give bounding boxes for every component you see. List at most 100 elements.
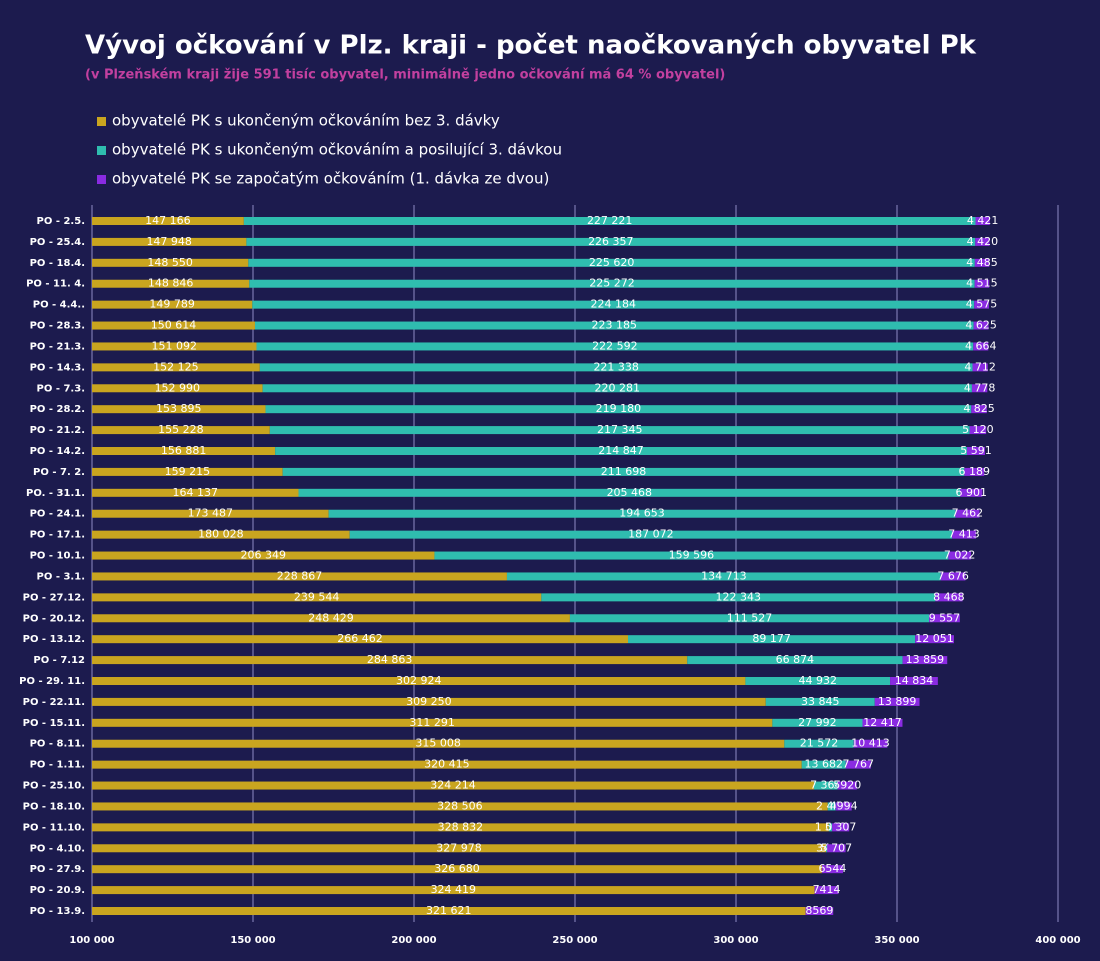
value-label: 12 417	[863, 716, 902, 729]
bar-segment	[827, 802, 836, 811]
value-label: 4 575	[966, 298, 998, 311]
bar-segment	[92, 551, 435, 560]
value-label: 10 413	[851, 737, 890, 750]
bar-segment	[845, 760, 871, 769]
bar-segment	[92, 677, 746, 685]
value-label: 320 415	[424, 758, 470, 771]
value-label: 326 680	[434, 862, 480, 875]
value-label: 6 189	[959, 465, 991, 478]
value-label: 311 291	[409, 716, 455, 729]
value-label: 122 343	[716, 590, 762, 603]
bar-segment	[349, 530, 953, 539]
bar-segment	[940, 572, 966, 581]
value-label: 111 527	[727, 611, 773, 624]
bar-segment	[92, 342, 257, 351]
value-label: 248 429	[308, 611, 354, 624]
y-tick-label: PO - 27.9.	[30, 864, 85, 875]
value-label: 328 832	[438, 820, 484, 833]
value-label: 153 895	[156, 402, 202, 415]
bar-segment	[92, 258, 249, 267]
bar-segment	[969, 426, 987, 435]
bar-segment	[252, 300, 975, 309]
value-label: 315 008	[415, 737, 461, 750]
y-tick-label: PO - 25.10.	[23, 781, 85, 792]
bar-segment	[92, 781, 814, 790]
value-label: 148 550	[147, 256, 193, 269]
bar-segment	[328, 509, 956, 518]
y-tick-label: PO - 24.1.	[30, 509, 85, 520]
y-tick-label: PO - 28.2.	[30, 404, 85, 415]
value-label: 4 712	[964, 360, 996, 373]
value-label: 4 421	[967, 214, 999, 227]
legend-swatch	[97, 146, 106, 155]
value-label: 151 092	[152, 339, 198, 352]
value-label: 302 924	[396, 674, 442, 687]
y-tick-label: PO - 28.3.	[30, 321, 85, 332]
value-label: 226 357	[588, 235, 634, 248]
value-label: 222 592	[592, 339, 638, 352]
y-tick-label: PO - 21.3.	[30, 341, 85, 352]
bar-segment	[246, 237, 976, 246]
value-label: 324 214	[430, 779, 476, 792]
bar-segment	[92, 509, 329, 518]
value-label: 223 185	[592, 319, 638, 332]
bar-segment	[964, 467, 985, 476]
y-tick-label: PO - 4.4..	[33, 300, 85, 311]
bar-segment	[92, 907, 806, 915]
bar-segment	[835, 802, 852, 811]
value-label: 205 468	[607, 486, 653, 499]
bar-segment	[948, 551, 971, 560]
y-tick-label: PO - 2.5.	[37, 216, 85, 227]
value-label: 328 506	[437, 799, 483, 812]
value-label: 147 948	[146, 235, 192, 248]
value-label: 7 364	[810, 779, 842, 792]
value-label: 220 281	[595, 381, 641, 394]
bar-segment	[805, 907, 834, 915]
legend-swatch	[97, 117, 106, 126]
bar-segment	[971, 405, 987, 414]
bar-segment	[974, 300, 989, 309]
y-tick-label: PO - 11. 4.	[26, 279, 85, 290]
bar-segment	[966, 447, 985, 455]
bar-segment	[434, 551, 949, 560]
value-label: 217 345	[597, 423, 643, 436]
bar-segment	[975, 237, 990, 246]
value-label: 225 620	[589, 256, 635, 269]
value-label: 266 462	[337, 632, 383, 645]
y-tick-label: PO - 13.9.	[30, 906, 85, 917]
bar-segment	[745, 677, 891, 685]
value-label: 6 901	[955, 486, 987, 499]
value-label: 173 487	[188, 507, 234, 520]
value-label: 4 625	[965, 319, 997, 332]
bar-segment	[92, 656, 688, 665]
bar-segment	[92, 760, 802, 769]
x-tick-label: 400 000	[1035, 935, 1080, 946]
bar-segment	[248, 258, 975, 267]
legend-swatch	[97, 175, 106, 184]
bar-segment	[974, 258, 990, 267]
bar-segment	[249, 279, 975, 288]
value-label: 13 682	[805, 758, 844, 771]
bar-segment	[256, 342, 974, 351]
value-label: 8 468	[933, 590, 965, 603]
x-tick-label: 250 000	[552, 935, 597, 946]
bar-segment	[92, 697, 766, 706]
bar-segment	[92, 384, 263, 393]
y-tick-label: PO - 27.12.	[23, 592, 85, 603]
value-label: 27 992	[798, 716, 837, 729]
bar-segment	[265, 405, 972, 414]
value-label: 134 713	[701, 569, 747, 582]
bar-segment	[765, 697, 875, 706]
bar-segment	[259, 363, 973, 372]
bar-segment	[92, 886, 815, 895]
bar-segment	[92, 635, 629, 644]
value-label: 14 834	[895, 674, 934, 687]
bar-segment	[814, 886, 839, 895]
bar-segment	[92, 467, 283, 476]
value-label: 214 847	[598, 444, 644, 457]
value-label: 194 653	[619, 507, 665, 520]
bar-segment	[92, 572, 507, 581]
value-label: 239 544	[294, 590, 340, 603]
